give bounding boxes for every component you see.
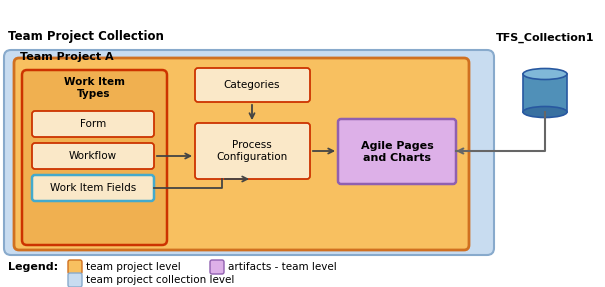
FancyBboxPatch shape: [210, 260, 224, 274]
Ellipse shape: [523, 69, 567, 79]
Text: Categories: Categories: [224, 80, 280, 90]
Text: team project level: team project level: [86, 262, 181, 272]
Ellipse shape: [523, 106, 567, 117]
Text: Work Item
Types: Work Item Types: [64, 77, 125, 99]
FancyBboxPatch shape: [195, 68, 310, 102]
FancyBboxPatch shape: [32, 111, 154, 137]
FancyBboxPatch shape: [4, 50, 494, 255]
FancyBboxPatch shape: [14, 58, 469, 250]
FancyBboxPatch shape: [32, 175, 154, 201]
Text: Workflow: Workflow: [69, 151, 117, 161]
FancyBboxPatch shape: [22, 70, 167, 245]
FancyBboxPatch shape: [195, 123, 310, 179]
Text: Process
Configuration: Process Configuration: [217, 140, 287, 162]
Text: TFS_Collection1: TFS_Collection1: [495, 33, 594, 43]
Text: Team Project A: Team Project A: [20, 52, 114, 62]
Text: Team Project Collection: Team Project Collection: [8, 30, 164, 43]
FancyBboxPatch shape: [338, 119, 456, 184]
Text: Legend:: Legend:: [8, 262, 58, 272]
Text: Form: Form: [80, 119, 106, 129]
Text: Work Item Fields: Work Item Fields: [50, 183, 136, 193]
FancyBboxPatch shape: [32, 143, 154, 169]
FancyBboxPatch shape: [68, 260, 82, 274]
Text: Agile Pages
and Charts: Agile Pages and Charts: [361, 141, 433, 163]
Text: team project collection level: team project collection level: [86, 275, 234, 285]
Text: artifacts - team level: artifacts - team level: [228, 262, 337, 272]
Bar: [523, 74, 567, 112]
FancyBboxPatch shape: [68, 273, 82, 287]
